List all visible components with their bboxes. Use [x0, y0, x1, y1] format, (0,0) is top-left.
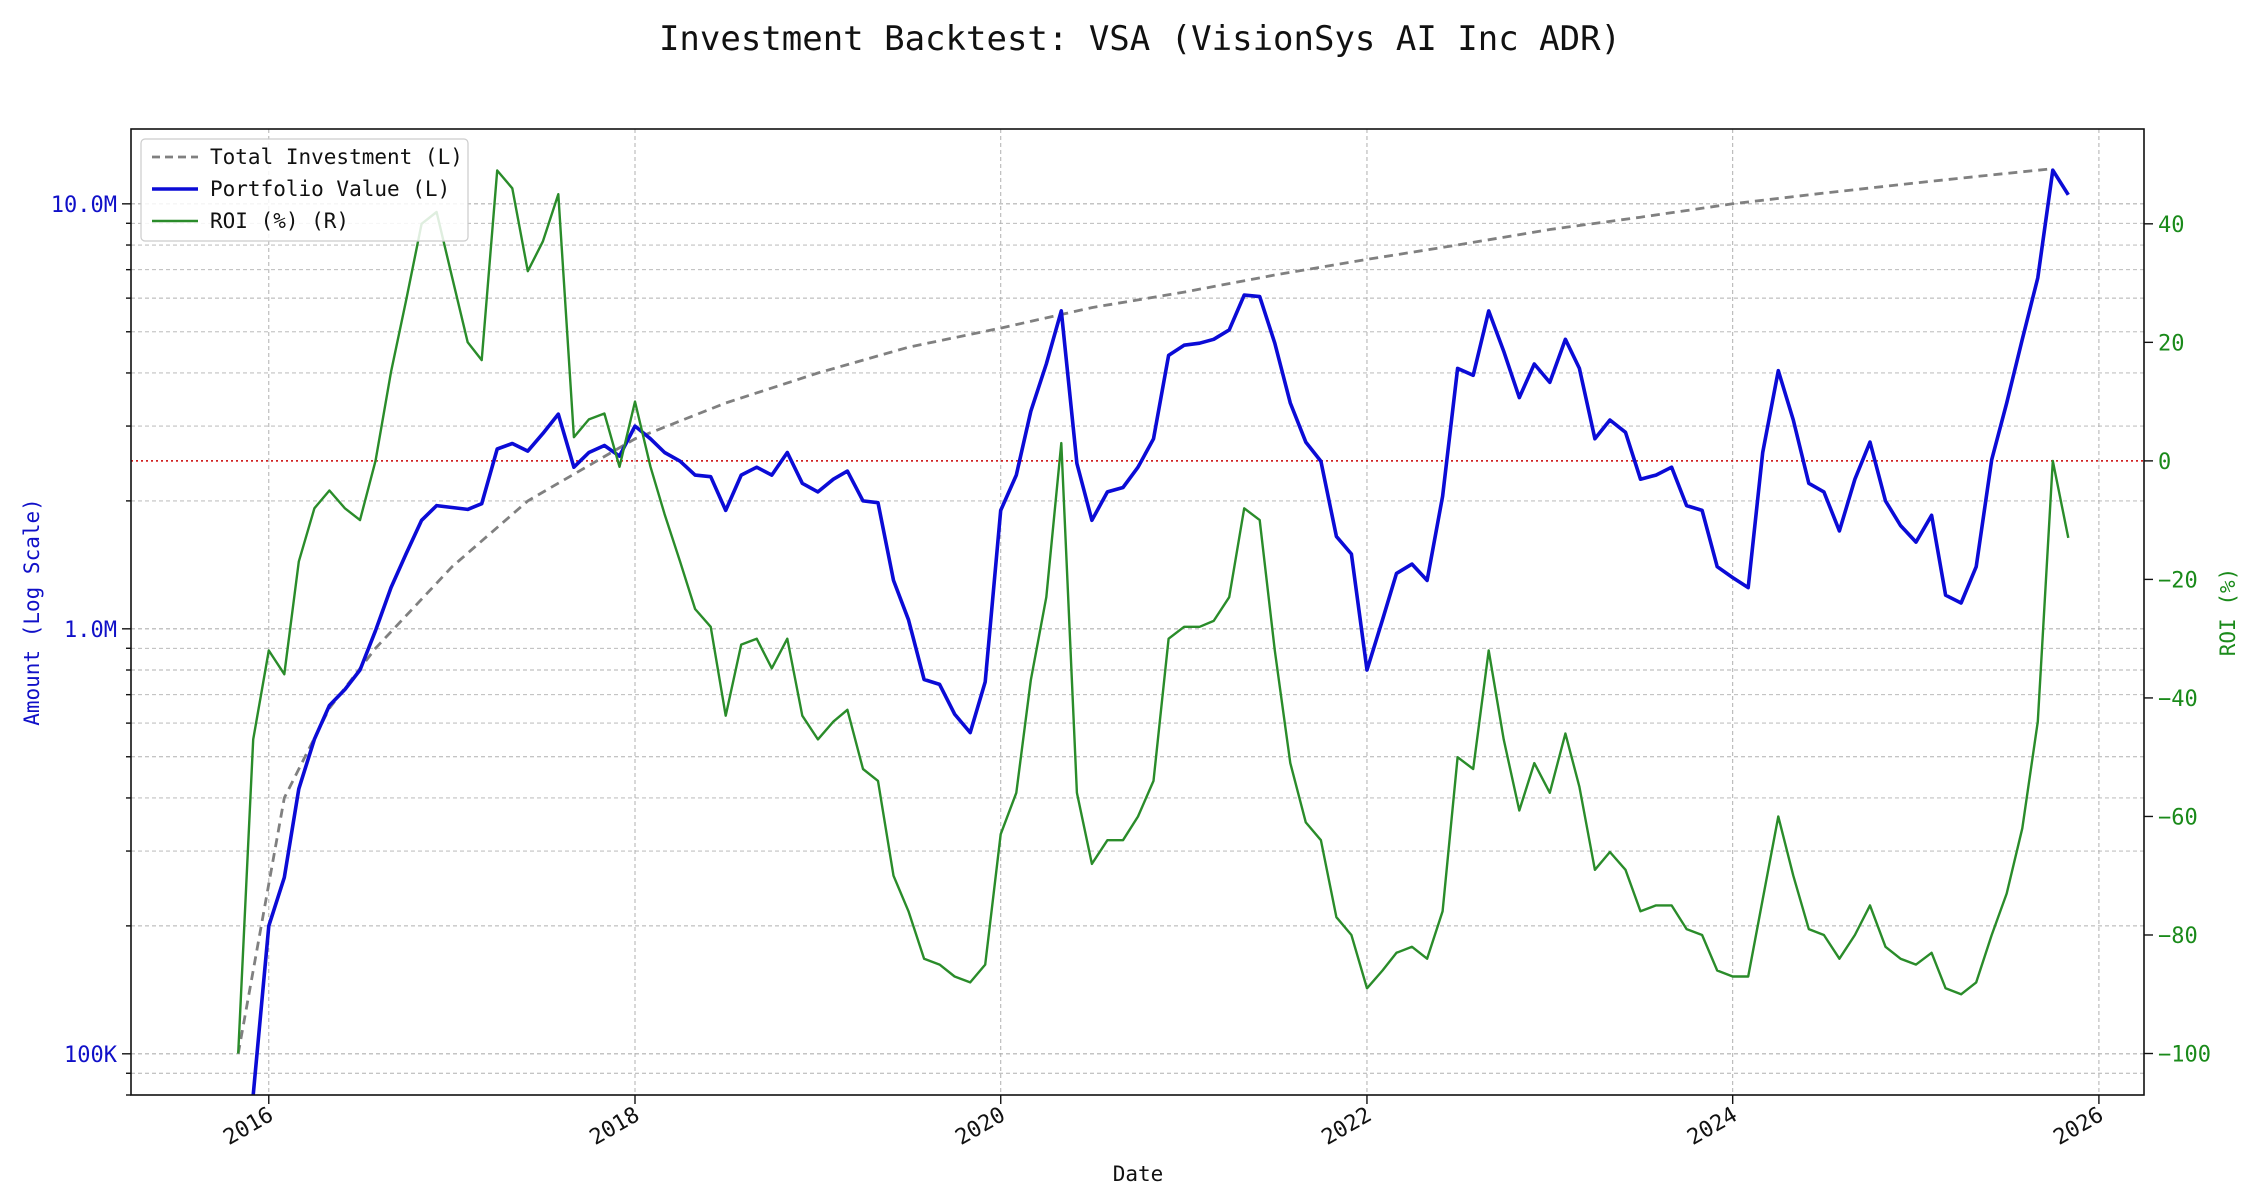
right-tick-label: −40 [2158, 687, 2198, 712]
right-tick-label: 20 [2158, 331, 2185, 356]
left-tick-label: 100K [64, 1043, 118, 1068]
total-investment-line [236, 167, 2053, 1055]
right-axis-label: ROI (%) [2216, 568, 2240, 657]
right-tick-label: 40 [2158, 213, 2185, 238]
legend: Total Investment (L) Portfolio Value (L) R… [140, 138, 469, 242]
legend-label: ROI (%) (R) [210, 209, 349, 233]
left-axis-ticks: 100K 1.0M 10.0M [51, 193, 131, 1096]
legend-label: Total Investment (L) [210, 145, 463, 169]
right-tick-label: −20 [2158, 568, 2198, 593]
roi-line [237, 169, 2070, 1054]
portfolio-value-line [251, 168, 2070, 1096]
chart-title: Investment Backtest: VSA (VisionSys AI I… [659, 19, 1621, 59]
grid-lines [131, 129, 2144, 1096]
plot-frame [130, 128, 2145, 1096]
legend-box [140, 138, 469, 242]
x-axis-label: Date [1113, 1162, 1164, 1186]
left-tick-label: 10.0M [51, 193, 117, 218]
right-tick-label: 0 [2158, 450, 2171, 475]
legend-label: Portfolio Value (L) [210, 177, 450, 201]
series-lines [236, 167, 2070, 1096]
left-tick-label: 1.0M [64, 618, 117, 643]
right-tick-label: −100 [2158, 1043, 2211, 1068]
right-tick-label: −60 [2158, 805, 2198, 830]
right-tick-label: −80 [2158, 924, 2198, 949]
left-axis-label: Amount (Log Scale) [20, 498, 44, 726]
right-axis-ticks: −100 −80 −60 −40 −20 0 20 40 [2144, 213, 2211, 1068]
